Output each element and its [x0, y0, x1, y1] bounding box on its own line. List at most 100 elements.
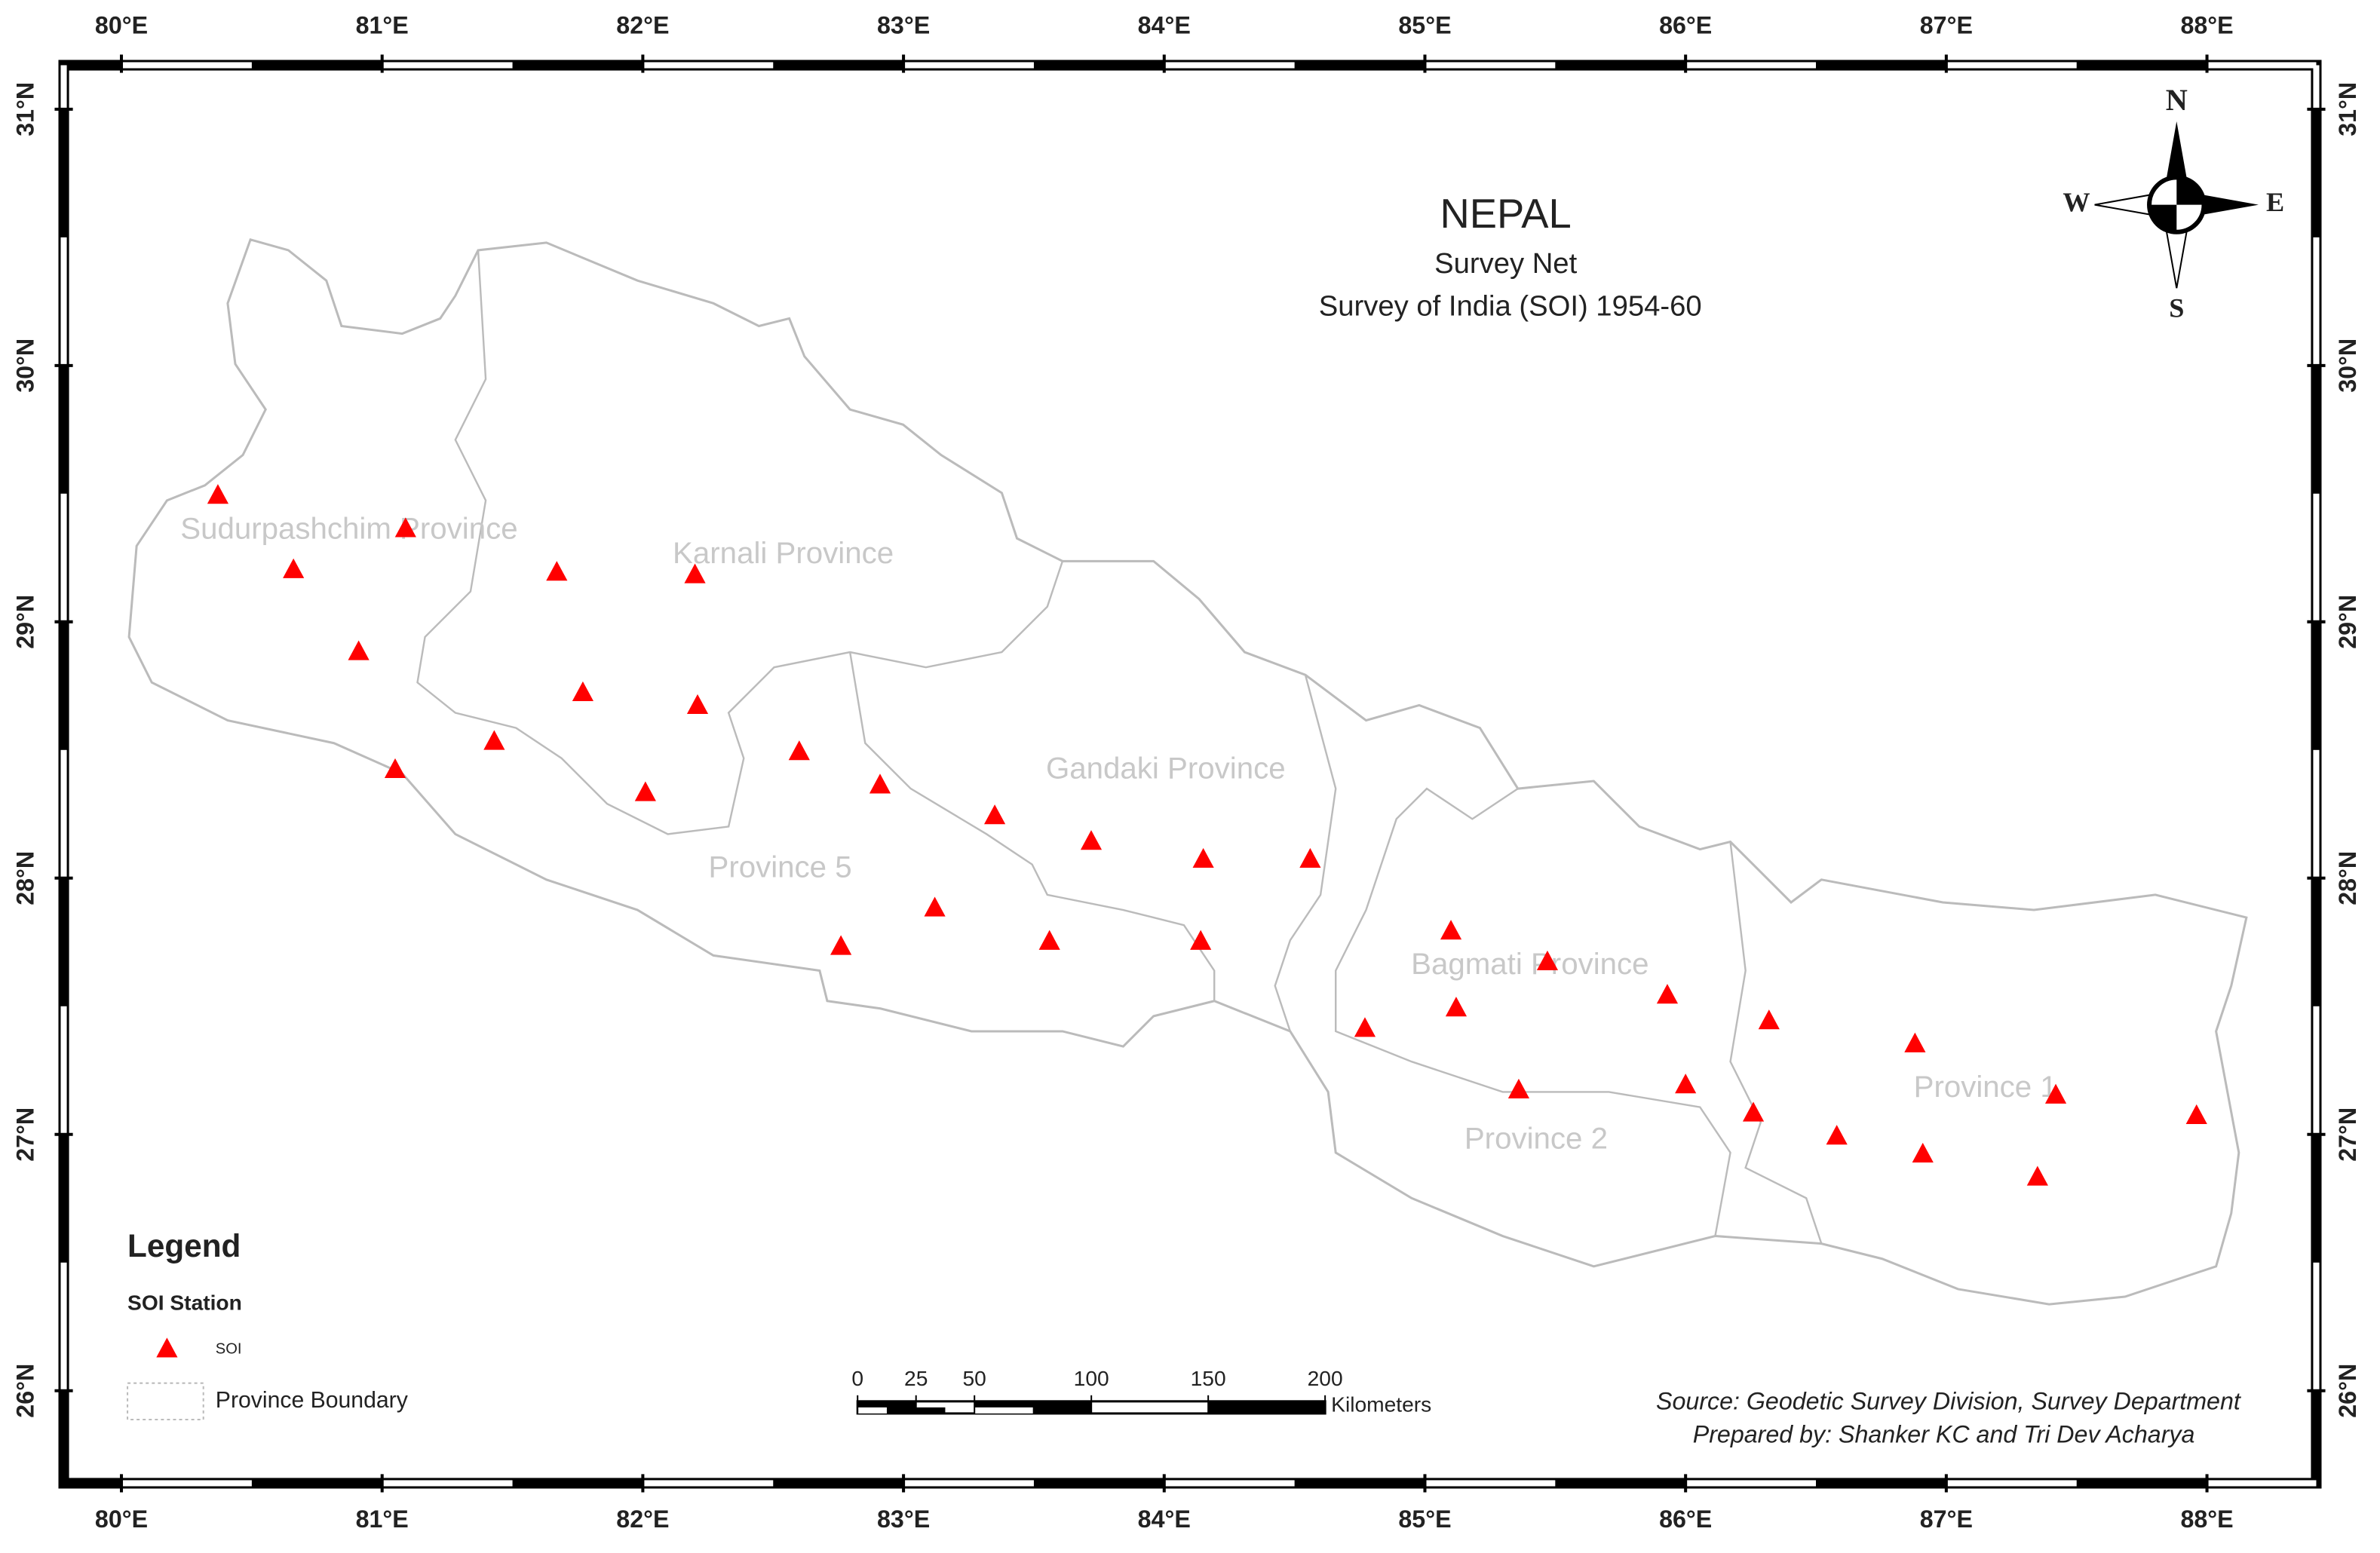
- station: [2026, 1166, 2048, 1186]
- station: [283, 558, 305, 578]
- station: [483, 730, 505, 750]
- station: [1190, 930, 1212, 950]
- legend-symbol: [156, 1337, 178, 1358]
- compass-center: [2149, 177, 2204, 232]
- compass-east: E: [2266, 187, 2284, 217]
- station: [1354, 1017, 1376, 1037]
- lon-label: 85°E: [1398, 12, 1451, 39]
- province-label: Karnali Province: [673, 536, 894, 570]
- frame-segment: [60, 1006, 67, 1135]
- frame-segment: [1164, 62, 1295, 69]
- lon-label: 81°E: [356, 1506, 409, 1533]
- lat-label: 31°N: [2334, 82, 2361, 136]
- station: [572, 681, 593, 702]
- station: [1904, 1032, 1926, 1052]
- frame-segment: [121, 62, 252, 69]
- lat-label: 28°N: [2334, 851, 2361, 905]
- frame-segment: [1425, 1480, 1556, 1487]
- lat-label: 30°N: [12, 338, 39, 393]
- station: [1440, 920, 1462, 940]
- province-label: Province 1: [1914, 1070, 2057, 1104]
- legend-title: Legend: [127, 1228, 241, 1264]
- station: [788, 740, 810, 761]
- lat-label: 26°N: [12, 1364, 39, 1418]
- frame-segment: [1685, 62, 1817, 69]
- compass-west: W: [2063, 187, 2090, 217]
- frame-segment: [2313, 749, 2320, 878]
- lon-label: 83°E: [877, 12, 930, 39]
- boundary: [1729, 841, 1823, 1244]
- province-label: Gandaki Province: [1046, 752, 1286, 786]
- compass: [2094, 121, 2259, 289]
- station: [1536, 950, 1559, 971]
- lon-label: 83°E: [877, 1506, 930, 1533]
- scale-segment: [916, 1407, 946, 1414]
- lon-label: 81°E: [356, 12, 409, 39]
- frame-segment: [2313, 65, 2320, 109]
- station: [1507, 1078, 1530, 1099]
- frame-segment: [60, 1262, 67, 1391]
- source: Source: Geodetic Survey Division, Survey…: [1656, 1387, 2242, 1414]
- station: [1742, 1101, 1765, 1122]
- station: [1675, 1074, 1697, 1094]
- scale-label: 0: [851, 1366, 863, 1390]
- lat-label: 30°N: [2334, 338, 2361, 393]
- boundary: [1274, 674, 1337, 1032]
- credit: Prepared by: Shanker KC and Tri Dev Acha…: [1693, 1421, 2195, 1448]
- lon-label: 80°E: [95, 1506, 148, 1533]
- station: [1080, 830, 1103, 850]
- frame-segment: [2313, 237, 2320, 366]
- scale-label: 200: [1308, 1366, 1343, 1390]
- frame-segment: [60, 493, 67, 622]
- province-label: Province 2: [1464, 1121, 1608, 1155]
- lon-label: 86°E: [1659, 1506, 1712, 1533]
- country-outline: [127, 238, 2248, 1306]
- station: [546, 561, 568, 581]
- frame-segment: [2207, 62, 2317, 69]
- compass-south: S: [2169, 293, 2184, 323]
- province-label: Sudurpashchim Province: [180, 512, 517, 546]
- legend-label: Province Boundary: [216, 1388, 409, 1413]
- scale-label: 100: [1074, 1366, 1109, 1390]
- frame-segment: [643, 1480, 774, 1487]
- lon-label: 88°E: [2180, 12, 2233, 39]
- station: [1038, 930, 1060, 950]
- map-subtitle: Survey Net: [1434, 247, 1577, 280]
- station: [1299, 847, 1321, 868]
- boundary: [1335, 787, 1731, 1236]
- station: [634, 781, 656, 801]
- station: [686, 694, 709, 715]
- frame-segment: [1946, 62, 2077, 69]
- lon-label: 87°E: [1920, 12, 1973, 39]
- lat-label: 27°N: [2334, 1107, 2361, 1162]
- station: [684, 563, 706, 584]
- station: [1656, 984, 1679, 1004]
- frame-segment: [2313, 1262, 2320, 1391]
- station: [394, 517, 416, 538]
- lat-label: 26°N: [2334, 1364, 2361, 1418]
- frame-segment: [903, 1480, 1034, 1487]
- lon-label: 82°E: [616, 12, 669, 39]
- scale-unit: Kilometers: [1331, 1392, 1431, 1416]
- boundary: [416, 250, 1064, 835]
- frame-segment: [1425, 62, 1556, 69]
- frame-segment: [60, 749, 67, 878]
- frame-segment: [2313, 1006, 2320, 1135]
- frame-segment: [2313, 493, 2320, 622]
- station: [1192, 847, 1214, 868]
- frame-segment: [2207, 1480, 2317, 1487]
- lon-label: 88°E: [2180, 1506, 2233, 1533]
- frame-segment: [382, 1480, 513, 1487]
- frame-segment: [121, 1480, 252, 1487]
- lon-label: 84°E: [1138, 12, 1191, 39]
- legend-label: SOI: [216, 1341, 242, 1358]
- map-subtitle: Survey of India (SOI) 1954-60: [1319, 289, 1702, 322]
- compass-north: N: [2166, 83, 2188, 117]
- lat-label: 27°N: [12, 1107, 39, 1162]
- scale-label: 150: [1191, 1366, 1226, 1390]
- lat-label: 29°N: [2334, 595, 2361, 649]
- station: [1758, 1009, 1780, 1030]
- frame-segment: [60, 237, 67, 366]
